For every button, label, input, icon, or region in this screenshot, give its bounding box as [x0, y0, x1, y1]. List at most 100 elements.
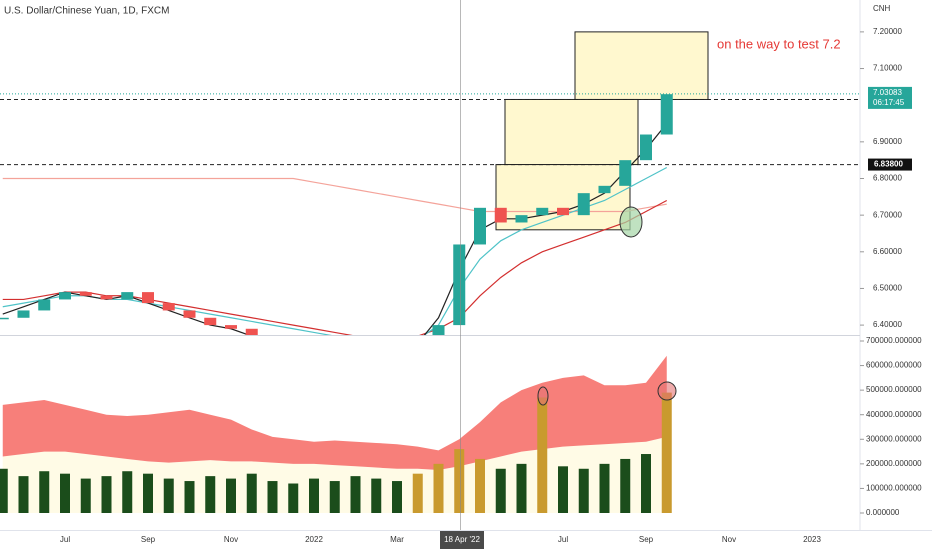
volume-bar — [516, 463, 527, 513]
candle — [162, 303, 175, 311]
currency: CNH — [873, 4, 891, 13]
volume-pane — [0, 355, 672, 513]
x-tick-label: Jul — [60, 535, 70, 544]
candle — [329, 340, 341, 347]
chart-title: U.S. Dollar/Chinese Yuan, 1D, FXCM — [4, 6, 169, 17]
candle — [598, 185, 611, 194]
volume-bar — [143, 473, 153, 513]
volume-bar — [392, 481, 402, 513]
candle — [536, 207, 549, 216]
y-tick-label: 400000.000000 — [866, 410, 922, 419]
moving-average — [2, 199, 668, 335]
volume-bar — [475, 458, 485, 513]
candle — [412, 343, 424, 350]
x-tick-label: 2023 — [803, 535, 821, 544]
target-box — [504, 98, 639, 166]
y-tick-label: 7.10000 — [873, 64, 902, 73]
countdown: 06:17:45 — [873, 98, 905, 107]
candle — [100, 295, 113, 300]
candle — [17, 310, 30, 318]
candle — [79, 292, 92, 296]
candle — [183, 310, 196, 318]
crosshair-label: 18 Apr '22 — [444, 535, 480, 544]
y-tick-label: 500000.000000 — [866, 385, 922, 394]
y-tick-label: 6.60000 — [873, 247, 902, 256]
candle — [432, 325, 445, 335]
volume-bar — [454, 449, 465, 513]
volume-bar — [641, 454, 651, 513]
highlight-ellipse — [657, 381, 677, 401]
moving-average — [2, 123, 668, 335]
candle — [38, 299, 51, 311]
y-tick-label: 6.40000 — [873, 320, 902, 329]
crosshair-badge — [440, 531, 484, 549]
candle — [308, 340, 320, 344]
y-tick-label: 100000.000000 — [866, 484, 922, 493]
candle — [660, 94, 673, 135]
volume-bar — [246, 473, 257, 513]
y-tick-label: 0.000000 — [866, 508, 900, 517]
volume-bar — [205, 476, 216, 513]
candle — [350, 347, 362, 354]
candle — [640, 134, 652, 161]
candle — [245, 328, 258, 335]
volume-bar — [537, 397, 548, 513]
volume-bar — [267, 481, 278, 513]
x-tick-label: Sep — [639, 535, 654, 544]
volume-bar — [599, 463, 610, 513]
highlight-ellipse — [619, 206, 643, 238]
volume-bar — [412, 473, 423, 513]
y-tick-label: 700000.000000 — [866, 336, 922, 345]
y-tick-label: 7.20000 — [873, 27, 902, 36]
volume-bar — [101, 476, 112, 513]
candle — [59, 292, 71, 300]
x-tick-label: Sep — [141, 535, 156, 544]
candle — [142, 292, 154, 304]
x-tick-label: Mar — [390, 535, 404, 544]
highlight-ellipse — [537, 386, 549, 406]
volume-bar — [661, 392, 672, 513]
y-tick-label: 6.50000 — [873, 284, 902, 293]
moving-average — [2, 166, 668, 335]
volume-bar — [39, 471, 50, 513]
volume-bar — [620, 458, 631, 513]
y-tick-label: 6.80000 — [873, 174, 902, 183]
level-badge — [868, 158, 912, 171]
x-tick-label: Nov — [722, 535, 736, 544]
volume-bar — [309, 478, 319, 513]
candle — [515, 215, 528, 223]
volume-bar — [0, 468, 8, 513]
volume-bar — [226, 478, 236, 513]
candle — [453, 244, 466, 326]
annotation: on the way to test 7.2 — [717, 36, 841, 51]
y-tick-label: 6.90000 — [873, 137, 902, 146]
volume-bar — [558, 466, 568, 513]
candle — [0, 317, 9, 320]
x-tick-label: Nov — [224, 535, 238, 544]
candle — [577, 193, 590, 216]
volume-bar — [329, 481, 340, 513]
volume-bar — [433, 463, 444, 513]
volume-bar — [80, 478, 91, 513]
volume-bar — [371, 478, 382, 513]
volume-bar — [350, 476, 361, 513]
x-tick-label: 2022 — [305, 535, 323, 544]
volume-bar — [184, 481, 195, 513]
candle — [619, 160, 632, 186]
candle — [121, 292, 134, 300]
volume-bar — [122, 471, 133, 513]
candle — [370, 354, 382, 358]
candle — [391, 351, 403, 358]
price-pane — [0, 31, 860, 358]
candle — [204, 317, 217, 326]
moving-average — [2, 177, 667, 213]
candle — [557, 207, 569, 216]
volume-bar — [163, 478, 174, 513]
x-tick-label: Jul — [558, 535, 568, 544]
level-label: 6.83800 — [874, 160, 903, 169]
volume-bar — [18, 476, 29, 513]
candle — [287, 340, 299, 344]
target-box — [574, 31, 709, 100]
candle — [225, 325, 237, 329]
